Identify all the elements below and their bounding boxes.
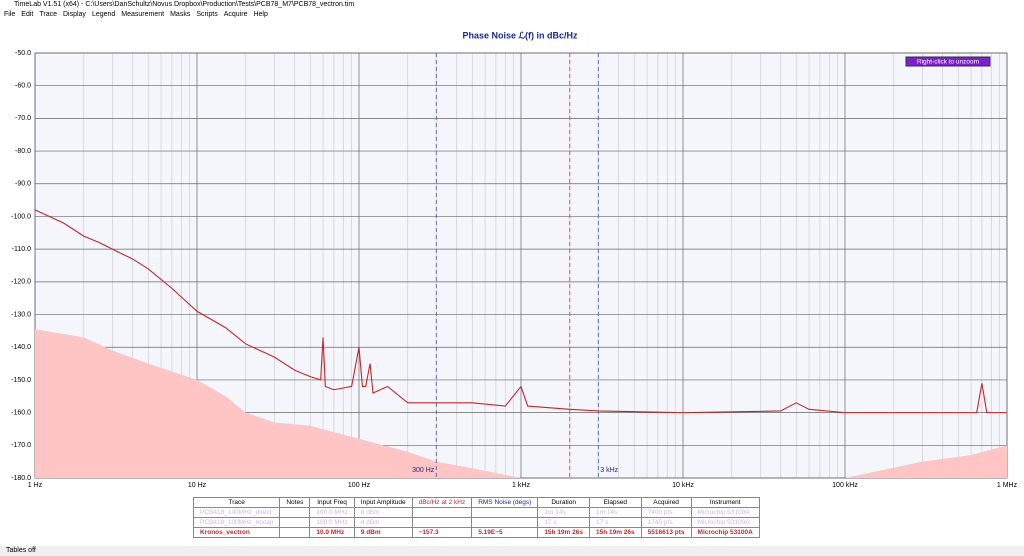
x-tick-label: 10 Hz — [188, 482, 207, 489]
table-cell — [471, 517, 539, 528]
table-row[interactable]: PCB418_100MHz_direct 100.0 MHz 8 dBm 1m 14s… — [192, 507, 760, 518]
unzoom-button[interactable] — [905, 56, 991, 67]
table-cell: 5.19E−5 — [471, 527, 539, 538]
table-cell: 15h 19m 26s — [537, 527, 590, 538]
header-cell: Instrument — [690, 497, 760, 508]
header-cell: dBc/Hz at 2 kHz — [411, 497, 473, 508]
x-tick-label: 1 MHz — [997, 482, 1018, 489]
menu-item[interactable]: Help — [253, 11, 268, 18]
x-tick-label: 1 Hz — [28, 482, 43, 489]
table-cell: Microchip 53100A — [690, 517, 760, 528]
y-tick-label: -180.0 — [11, 475, 31, 482]
table-row[interactable]: PCB418_100MHz_nocap 100.0 MHz 4 dBm 17 s 17 … — [192, 517, 760, 528]
marker-label: 3 kHz — [600, 467, 618, 474]
table-cell: 100.0 MHz — [309, 517, 355, 528]
y-tick-label: -120.0 — [11, 279, 31, 286]
table-cell: 17 s — [588, 517, 642, 528]
table-cell: 100.0 MHz — [309, 507, 355, 518]
unzoom-label: Right-click to unzoom — [917, 59, 979, 66]
table-cell: 1m 14s — [588, 507, 642, 518]
chart-title: Phase Noise ℒ(f) in dBc/Hz — [462, 30, 578, 40]
header-cell: Elapsed — [588, 497, 642, 508]
menu-item[interactable]: Trace — [39, 11, 57, 18]
menu-bar: File Edit Trace Display Legend Measurement Mas… — [0, 11, 268, 21]
table-cell: −157.3 — [411, 527, 473, 538]
table-cell: 8 dBm — [353, 507, 413, 518]
table-cell: 5516613 pts — [640, 527, 692, 538]
x-tick-label: 100 Hz — [348, 482, 371, 489]
y-tick-label: -60.0 — [15, 83, 31, 90]
header-cell: Trace — [192, 497, 281, 508]
table-cell: 10.0 MHz — [309, 527, 355, 538]
chart: Phase Noise ℒ(f) in dBc/Hz -50.0 -60.0 -70.… — [11, 30, 1018, 489]
x-tick-label: 100 kHz — [832, 482, 858, 489]
table-cell: 17 s — [537, 517, 590, 528]
y-tick-label: -90.0 — [15, 181, 31, 188]
marker-label: 300 Hz — [412, 467, 435, 474]
window-title: TimeLab V1.51 (x64) - C:\Users\DanSchult… — [14, 1, 355, 8]
menu-item[interactable]: File — [4, 11, 16, 18]
y-tick-label: -170.0 — [11, 442, 31, 449]
table-cell: 1m 14s — [537, 507, 590, 518]
y-tick-label: -100.0 — [11, 213, 31, 220]
table-cell: PCB418_100MHz_nocap — [192, 517, 281, 528]
table-cell — [471, 507, 539, 518]
y-tick-label: -80.0 — [15, 148, 31, 155]
y-tick-label: -130.0 — [11, 311, 31, 318]
status-bar: Tables off — [0, 546, 1024, 556]
menu-item[interactable]: Edit — [21, 11, 34, 18]
table-cell — [411, 517, 473, 528]
menu-item[interactable]: Display — [62, 11, 86, 18]
noise-area — [35, 329, 1007, 478]
table-cell — [279, 517, 311, 528]
y-tick-label: -150.0 — [11, 377, 31, 384]
y-tick-label: -70.0 — [15, 115, 31, 122]
table-cell — [279, 507, 311, 518]
table-cell: 9 dBm — [353, 527, 413, 538]
table-cell — [411, 507, 473, 518]
menu-item[interactable]: Measurement — [121, 11, 165, 18]
menu-item[interactable]: Scripts — [196, 11, 218, 18]
trace-table: Trace Notes Input Freq Input Amplitude dBc/H… — [192, 497, 760, 538]
y-tick-label: -160.0 — [11, 409, 31, 416]
header-cell: Acquired — [640, 497, 692, 508]
table-cell: 15h 19m 26s — [588, 527, 642, 538]
table-cell: 7400 pts — [640, 507, 692, 518]
menu-item[interactable]: Acquire — [223, 11, 248, 18]
header-cell: RMS Noise (degs) — [471, 497, 539, 508]
header-cell: Duration — [537, 497, 590, 508]
table-cell: Microchip 53100A — [690, 527, 760, 538]
x-tick-label: 1 kHz — [512, 482, 530, 489]
menu-item[interactable]: Legend — [91, 11, 116, 18]
table-cell — [279, 527, 311, 538]
header-cell: Notes — [279, 497, 311, 508]
table-header: Trace Notes Input Freq Input Amplitude dBc/H… — [192, 497, 760, 508]
menu-item[interactable]: Masks — [170, 11, 191, 18]
trace-line — [34, 209, 1007, 414]
table-cell: Kronos_vectron — [192, 527, 281, 538]
y-tick-label: -110.0 — [12, 246, 31, 253]
y-tick-label: -140.0 — [11, 344, 31, 351]
table-cell: 4 dBm — [353, 517, 413, 528]
table-cell: PCB418_100MHz_direct — [192, 507, 281, 518]
table-cell: 1745 pts — [640, 517, 692, 528]
table-cell: Microchip 53100A — [690, 507, 760, 518]
header-cell: Input Freq — [309, 497, 355, 508]
table-row[interactable]: Kronos_vectron 10.0 MHz 9 dBm −157.3 5.19E−5… — [192, 527, 760, 538]
x-tick-label: 10 kHz — [672, 482, 694, 489]
header-cell: Input Amplitude — [353, 497, 413, 508]
y-tick-label: -50.0 — [15, 50, 31, 57]
